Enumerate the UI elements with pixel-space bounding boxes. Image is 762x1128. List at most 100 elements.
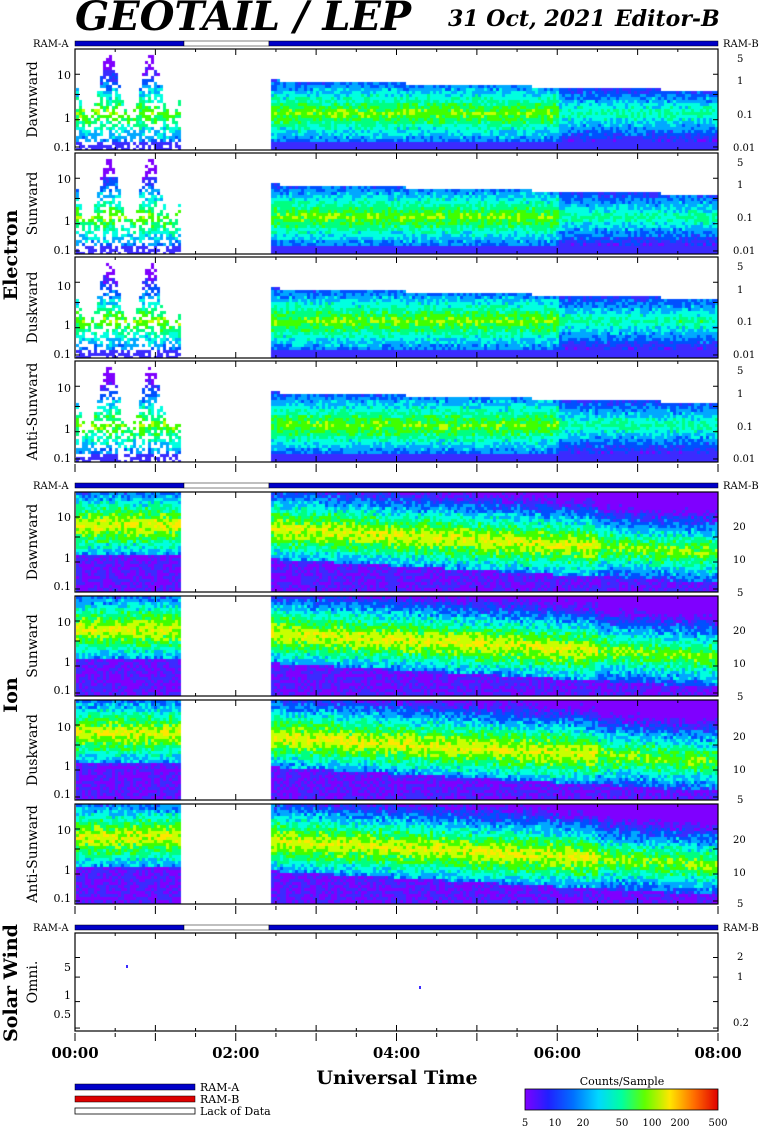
ram-a-label: RAM-A [33, 481, 69, 492]
colorbar-tick: 20 [577, 1118, 590, 1128]
x-tick-label: 06:00 [534, 1044, 581, 1062]
right-tick-label: 0.1 [737, 317, 753, 328]
panel-label: Sunward [25, 614, 41, 678]
x-tick-label: 00:00 [51, 1044, 98, 1062]
left-tick-label: 5 [64, 961, 71, 974]
legend-label: Lack of Data [200, 1105, 271, 1118]
right-tick-label: 5 [737, 54, 743, 65]
electron-panel-anti-sunward: Anti-Sunward 10 1 0.1 5 1 0.1 0.01 [25, 360, 755, 465]
left-tick-label: 0.1 [54, 244, 72, 257]
spectrogram-image [76, 49, 718, 150]
left-tick-label: 0.1 [54, 892, 72, 905]
x-axis-label: Universal Time [316, 1067, 477, 1089]
right-tick-label: 10 [733, 555, 746, 566]
left-tick-label: 0.1 [54, 348, 72, 361]
left-tick-label: 10 [57, 511, 71, 524]
right-tick-label: 10 [733, 659, 746, 670]
panel-label: Omni. [25, 961, 41, 1004]
right-tick-label: 0.2 [733, 1018, 749, 1029]
electron-panel-duskward: Duskward 10 1 0.1 5 1 0.1 0.01 [25, 256, 755, 361]
ram-bar [74, 924, 719, 931]
spectrogram-image [76, 153, 718, 254]
electron-group: RAM-A RAM-B Dawnward 10 1 0.1 5 1 0.1 0.… [0, 39, 759, 465]
colorbar-tick: 500 [708, 1118, 727, 1128]
colorbar: Counts/Sample 5 10 20 50 100 200 500 [522, 1075, 728, 1128]
electron-panel-dawnward: Dawnward 10 1 0.1 5 1 0.1 0.01 [25, 48, 755, 154]
ram-bar [74, 482, 719, 489]
right-tick-label: 5 [737, 262, 743, 273]
ion-panel-duskward: Duskward 10 1 0.1 20 10 5 [25, 699, 746, 806]
left-tick-label: 0.1 [54, 452, 72, 465]
x-axis: 00:00 02:00 04:00 06:00 08:00 Universal … [51, 1044, 741, 1089]
right-tick-label: 1 [737, 180, 743, 191]
colorbar-tick: 200 [670, 1118, 689, 1128]
ram-a-label: RAM-A [33, 923, 69, 934]
ram-b-label: RAM-B [723, 39, 759, 50]
right-tick-label: 5 [737, 588, 743, 599]
ion-group: RAM-A RAM-B Dawnward 10 1 0.1 20 10 5 Su… [0, 481, 759, 910]
electron-panel-sunward: Sunward 10 1 0.1 5 1 0.1 0.01 [25, 152, 755, 257]
colorbar-tick: 100 [642, 1118, 661, 1128]
panel-label: Dawnward [25, 504, 41, 581]
left-tick-label: 10 [57, 173, 71, 186]
ram-a-label: RAM-A [33, 39, 69, 50]
left-tick-label: 1 [64, 656, 71, 669]
right-tick-label: 0.01 [733, 143, 755, 154]
group-label-electron: Electron [0, 210, 22, 301]
x-tick-label: 02:00 [212, 1044, 259, 1062]
spectrogram-image [76, 804, 718, 904]
spectrogram-image [76, 257, 718, 358]
colorbar-title: Counts/Sample [580, 1075, 665, 1088]
ion-panel-dawnward: Dawnward 10 1 0.1 20 10 5 [25, 491, 746, 599]
left-tick-label: 1 [64, 423, 71, 436]
right-tick-label: 0.01 [733, 454, 755, 465]
right-tick-label: 0.1 [737, 213, 753, 224]
right-tick-label: 1 [737, 389, 743, 400]
ram-bar [74, 40, 719, 47]
left-tick-label: 1 [64, 319, 71, 332]
right-tick-label: 5 [737, 795, 743, 806]
colorbar-gradient [524, 1088, 719, 1111]
legend-label: RAM-A [200, 1081, 240, 1094]
legend-swatch-ram-b [74, 1095, 196, 1103]
axis-ticks [74, 49, 719, 1041]
panel-label: Anti-Sunward [25, 805, 41, 904]
spectrogram-image [76, 700, 718, 800]
left-tick-label: 1 [64, 552, 71, 565]
right-tick-label: 5 [737, 899, 743, 910]
left-tick-label: 1 [64, 215, 71, 228]
colorbar-tick: 10 [549, 1118, 562, 1128]
left-tick-label: 0.5 [54, 1008, 72, 1021]
right-tick-label: 20 [733, 626, 746, 637]
right-tick-label: 0.1 [737, 422, 753, 433]
right-tick-label: 20 [733, 732, 746, 743]
left-tick-label: 1 [64, 864, 71, 877]
right-tick-label: 5 [737, 692, 743, 703]
panel-label: Sunward [25, 172, 41, 236]
right-tick-label: 20 [733, 835, 746, 846]
left-tick-label: 10 [57, 280, 71, 293]
left-tick-label: 1 [64, 760, 71, 773]
left-tick-label: 1 [64, 112, 71, 125]
right-tick-label: 10 [733, 765, 746, 776]
left-tick-label: 10 [57, 824, 71, 837]
right-tick-label: 0.01 [733, 246, 755, 257]
colorbar-tick: 50 [616, 1118, 629, 1128]
solar-wind-group: RAM-A RAM-B Omni. 5 1 0.5 2 1 0.2 Solar … [0, 923, 759, 1042]
left-tick-label: 10 [57, 69, 71, 82]
solar-wind-panel-omni: Omni. 5 1 0.5 2 1 0.2 [25, 932, 749, 1032]
ram-b-label: RAM-B [723, 923, 759, 934]
spectrogram-image [76, 361, 718, 462]
panel-label: Duskward [25, 272, 41, 344]
colorbar-tick: 5 [522, 1118, 528, 1128]
plot-title: GEOTAIL / LEP [75, 0, 413, 40]
left-tick-label: 10 [57, 721, 71, 734]
right-tick-label: 1 [737, 76, 743, 87]
legend-label: RAM-B [200, 1093, 239, 1106]
right-tick-label: 5 [737, 366, 743, 377]
right-tick-label: 0.1 [737, 110, 753, 121]
legend-swatch-ram-a [74, 1083, 196, 1091]
spectrogram-image [76, 492, 718, 592]
right-tick-label: 20 [733, 522, 746, 533]
right-tick-label: 1 [737, 972, 743, 983]
